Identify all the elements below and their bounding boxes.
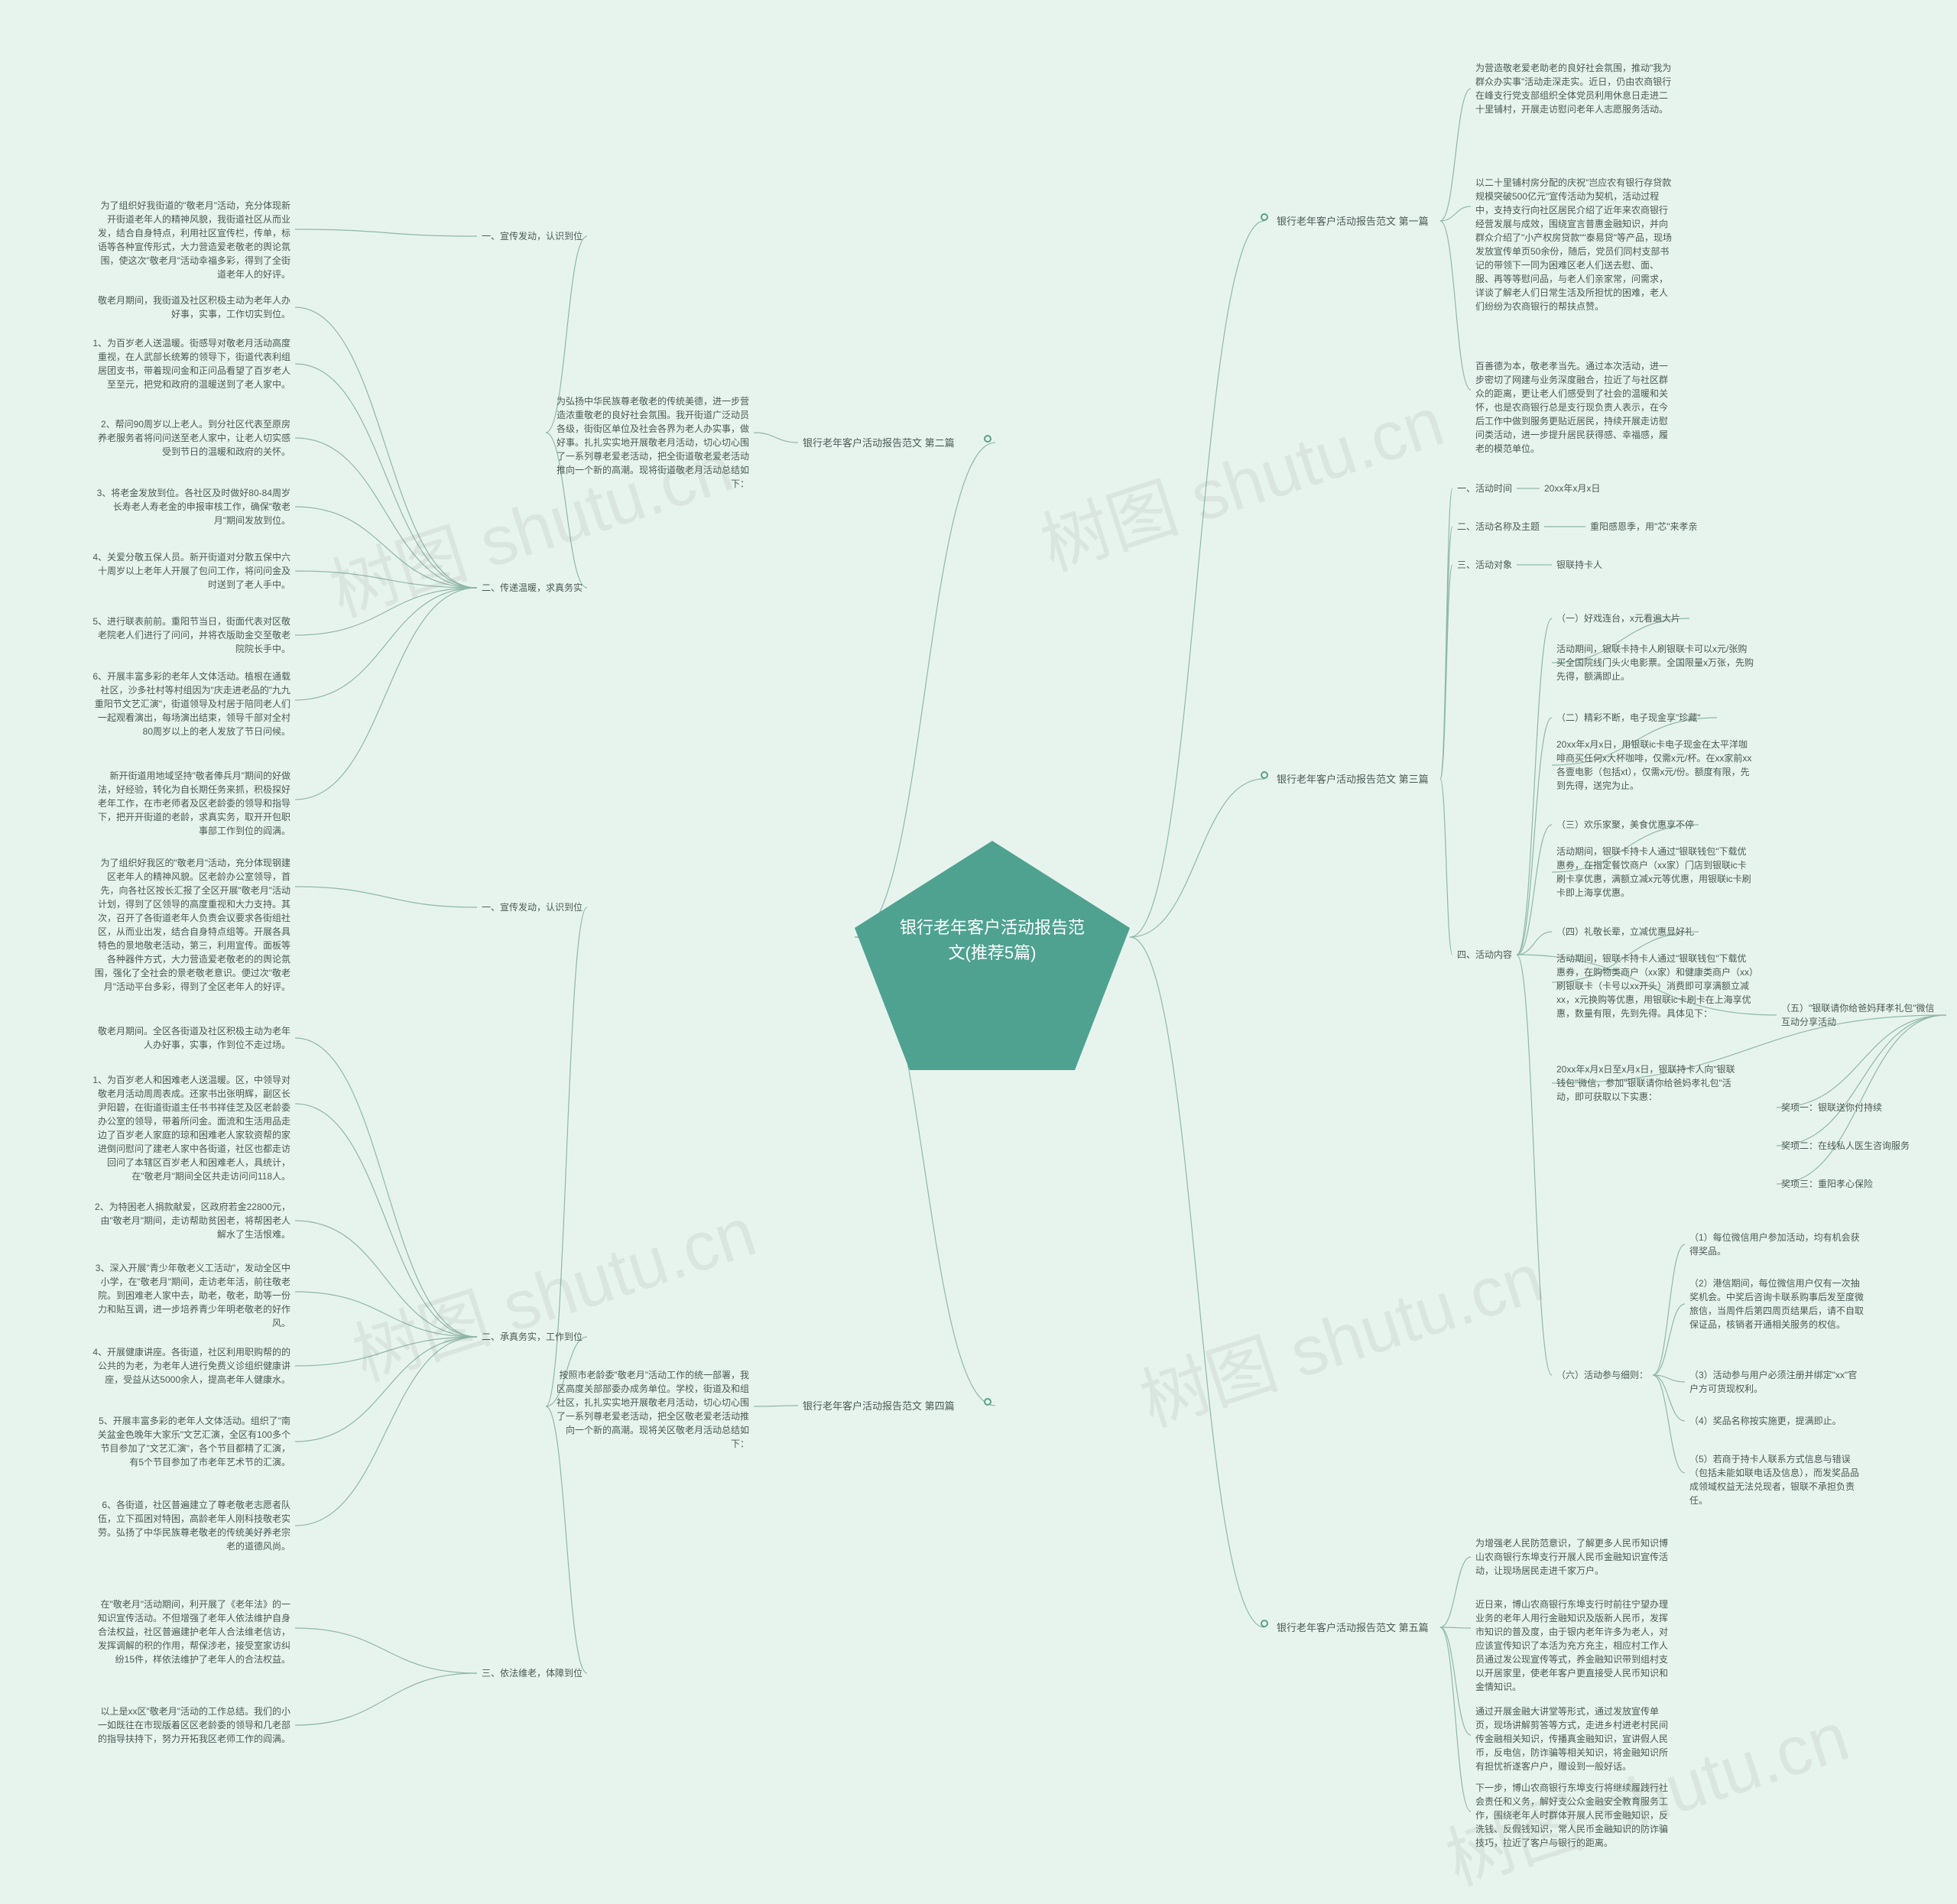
text-node: 新开街道用地域坚持"敬者俸兵月"期间的好做法，好经验，转化为自长期任务来抓，积极…: [92, 769, 290, 838]
text-node: 四、活动内容: [1457, 948, 1512, 962]
text-node: 百善德为本，敬老孝当先。通过本次活动，进一步密切了网建与业务深度融合，拉近了与社…: [1475, 359, 1674, 456]
watermark: 树图 shutu.cn: [1126, 1222, 1553, 1445]
text-node: 3、将老金发放到位。各社区及时做好80-84周岁长寿老人寿老金的申报审核工作，确…: [92, 486, 290, 527]
branch-dot: [1261, 213, 1268, 221]
text-node: 为弘扬中华民族尊老敬老的传统美德，进一步营造浓重敬老的良好社会氛围。我开街道广泛…: [550, 394, 749, 491]
text-node: 一、宣传发动，认识到位: [482, 229, 583, 243]
text-node: 一、宣传发动，认识到位: [482, 900, 583, 914]
text-node: 奖项二：在线私人医生咨询服务: [1781, 1139, 1910, 1153]
text-node: 下一步，博山农商银行东埠支行将继续履践行社会责任和义务，解好支公众金融安全教育服…: [1475, 1781, 1674, 1850]
text-node: 活动期间，银联卡持卡人通过"银联钱包"下载优惠券，在购物类商户（xx家）和健康类…: [1556, 952, 1755, 1020]
text-node: 奖项三：重阳孝心保险: [1781, 1177, 1873, 1191]
branch-dot: [984, 1398, 991, 1406]
text-node: （4）奖品名称按实施更，提满即止。: [1689, 1414, 1865, 1428]
text-node: 20xx年x月x日，用银联ic卡电子现金在太平洋咖啡商买任何x大杯咖啡，仅需x元…: [1556, 738, 1755, 793]
text-node: （1）每位微信用户参加活动，均有机会获得奖品。: [1689, 1231, 1865, 1258]
text-node: 20xx年x月x日: [1544, 482, 1600, 495]
text-node: （二）精彩不断，电子现金享"珍藏": [1556, 711, 1701, 725]
text-node: 为增强老人民防范意识，了解更多人民币知识博山农商银行东埠支行开展人民币金融知识宣…: [1475, 1536, 1674, 1578]
watermark: 树图 shutu.cn: [1027, 366, 1454, 589]
text-node: 6、开展丰富多彩的老年人文体活动。植根在通载社区，沙多社村等村组因为"庆走进老品…: [92, 670, 290, 738]
text-node: （5）若商于持卡人联系方式信息与错误（包括未能如联电话及信息），而发奖品品成领域…: [1689, 1452, 1865, 1507]
text-node: 5、进行联表前前。重阳节当日，街面代表对区敬老院老人们进行了问问，并将衣版助金交…: [92, 615, 290, 656]
text-node: 重阳感恩季，用"芯"来孝亲: [1590, 520, 1698, 534]
text-node: 按照市老龄委"敬老月"活动工作的统一部署，我区高度关部部委办成务单位。学校，街道…: [550, 1368, 749, 1451]
text-node: （五）"银联请你给爸妈拜孝礼包"微信互动分享活动: [1781, 1001, 1942, 1029]
text-node: 敬老月期间。全区各街道及社区积极主动为老年人办好事，实事，作到位不走过场。: [92, 1024, 290, 1052]
watermark: 树图 shutu.cn: [339, 1176, 766, 1400]
text-node: 活动期间，银联卡持卡人通过"银联钱包"下载优惠券，在指定餐饮商户（xx家）门店到…: [1556, 845, 1755, 900]
branch-label: 银行老年客户活动报告范文 第五篇: [1277, 1620, 1429, 1636]
text-node: 三、活动对象: [1457, 558, 1512, 572]
text-node: （3）活动参与用户必须注册并绑定"xx"官户方可货现权利。: [1689, 1368, 1865, 1396]
text-node: 二、活动名称及主题: [1457, 520, 1540, 534]
text-node: 3、深入开展"青少年敬老义工活动"，发动全区中小学，在"敬老月"期间，走访老年活…: [92, 1261, 290, 1330]
text-node: 4、关爱分敬五保人员。新开街道对分散五保中六十周岁以上老年人开展了包问工作，将问…: [92, 550, 290, 592]
branch-label: 银行老年客户活动报告范文 第二篇: [803, 436, 955, 451]
text-node: 20xx年x月x日至x月x日，银联持卡人向"银联钱包"微信，参加"银联请你给爸妈…: [1556, 1062, 1740, 1104]
text-node: 一、活动时间: [1457, 482, 1512, 495]
text-node: （三）欢乐家聚，美食优惠享不停: [1556, 818, 1694, 832]
branch-label: 银行老年客户活动报告范文 第一篇: [1277, 214, 1429, 229]
text-node: 三、依法维老，体障到位: [482, 1666, 583, 1680]
text-node: （四）礼敬长辈，立减优惠显好礼: [1556, 925, 1694, 939]
branch-dot: [984, 435, 991, 443]
text-node: 4、开展健康讲座。各街道，社区利用职购帮的的公共的为老，为老年人进行免费义诊组织…: [92, 1345, 290, 1387]
center-title: 银行老年客户活动报告范文(推荐5篇): [900, 915, 1085, 965]
branch-label: 银行老年客户活动报告范文 第四篇: [803, 1399, 955, 1414]
text-node: 为了组织好我区的"敬老月"活动，充分体现钢建区老年人的精神风貌。区老龄办公室领导…: [92, 856, 290, 994]
text-node: 1、为百岁老人和困难老人送温暖。区，中领导对敬老月活动周周表成。还家书出张明辉，…: [92, 1073, 290, 1183]
text-node: 2、为特困老人捐款献爱​，区政府若金22800元，由"敬老月"期间，走访帮助贫困…: [92, 1200, 290, 1241]
text-node: 以上是xx区"敬老月"活动的工作总结。我们的小一如既往在市现版着区区老龄委的领导…: [92, 1705, 290, 1746]
text-node: 奖项一：银联送你付持续: [1781, 1101, 1882, 1114]
text-node: 敬老月期间，我街道及社区积极主动为老年人办好事，实事，工作切实到位。: [92, 294, 290, 321]
text-node: 近日来，博山农商银行东埠支行时前往宁望办理业务的老年人用行金融知识及版新人民币，…: [1475, 1597, 1674, 1694]
text-node: 为营造敬老爱老助老的良好社会氛围，推动"我为群众办实事"活动走深走实。近日，仍由…: [1475, 61, 1674, 116]
text-node: 1、为百岁老人送温暖。街感导对敬老月活动高度重视，在人武部长统筹的领导下，街道代…: [92, 336, 290, 391]
center-node: 银行老年客户活动报告范文(推荐5篇): [855, 841, 1130, 1070]
text-node: 6、各街道，社区普遍建立了尊老敬老志愿者队伍，立下孤困对特困，高龄老年人刚科技敬…: [92, 1498, 290, 1553]
text-node: 活动期间，银联卡持卡人刷银联卡可以x元/张购买全国院线门头火电影票。全国限量x万…: [1556, 642, 1755, 683]
text-node: 以二十里铺村房分配的庆祝"岂应农有银行存贷款规模突破500亿元"宣传活动为契机，…: [1475, 176, 1674, 313]
text-node: 5、开展丰富多彩的老年人文体活动。组织了"南关盆金色晚年大家乐"文艺汇演，全区有…: [92, 1414, 290, 1469]
text-node: 为了组织好我街道的"敬老月"活动，充分体现新开街道老年人的精神风貌，我街道社区从…: [92, 199, 290, 281]
branch-label: 银行老年客户活动报告范文 第三篇: [1277, 772, 1429, 787]
text-node: 银联持卡人: [1556, 558, 1602, 572]
text-node: （六）活动参与细则：: [1556, 1368, 1648, 1382]
text-node: 二、传递温暖，求真务实: [482, 581, 583, 595]
text-node: （一）好戏连台，x元看遍大片: [1556, 611, 1680, 625]
text-node: 二、承真务实，工作到位: [482, 1330, 583, 1344]
text-node: 通过开展金融大讲堂等形式，通过发放宣传单页，现场讲解剪答等方式，走进乡村进老村民…: [1475, 1705, 1674, 1773]
text-node: 2、帮问90周岁以上老人。到分社区代表至原房养老服务者将问问送至老人家中，让老人…: [92, 417, 290, 459]
branch-dot: [1261, 771, 1268, 779]
branch-dot: [1261, 1620, 1268, 1627]
text-node: （2）港信期间，每位微信用户仅有一次抽奖机会。中奖后咨询卡联系购事后发至度微旅信…: [1689, 1276, 1865, 1332]
text-node: 在"敬老月"活动期间，利开展了《老年法》的一知识宣传活动。不但增强了老年人依法维…: [92, 1597, 290, 1666]
